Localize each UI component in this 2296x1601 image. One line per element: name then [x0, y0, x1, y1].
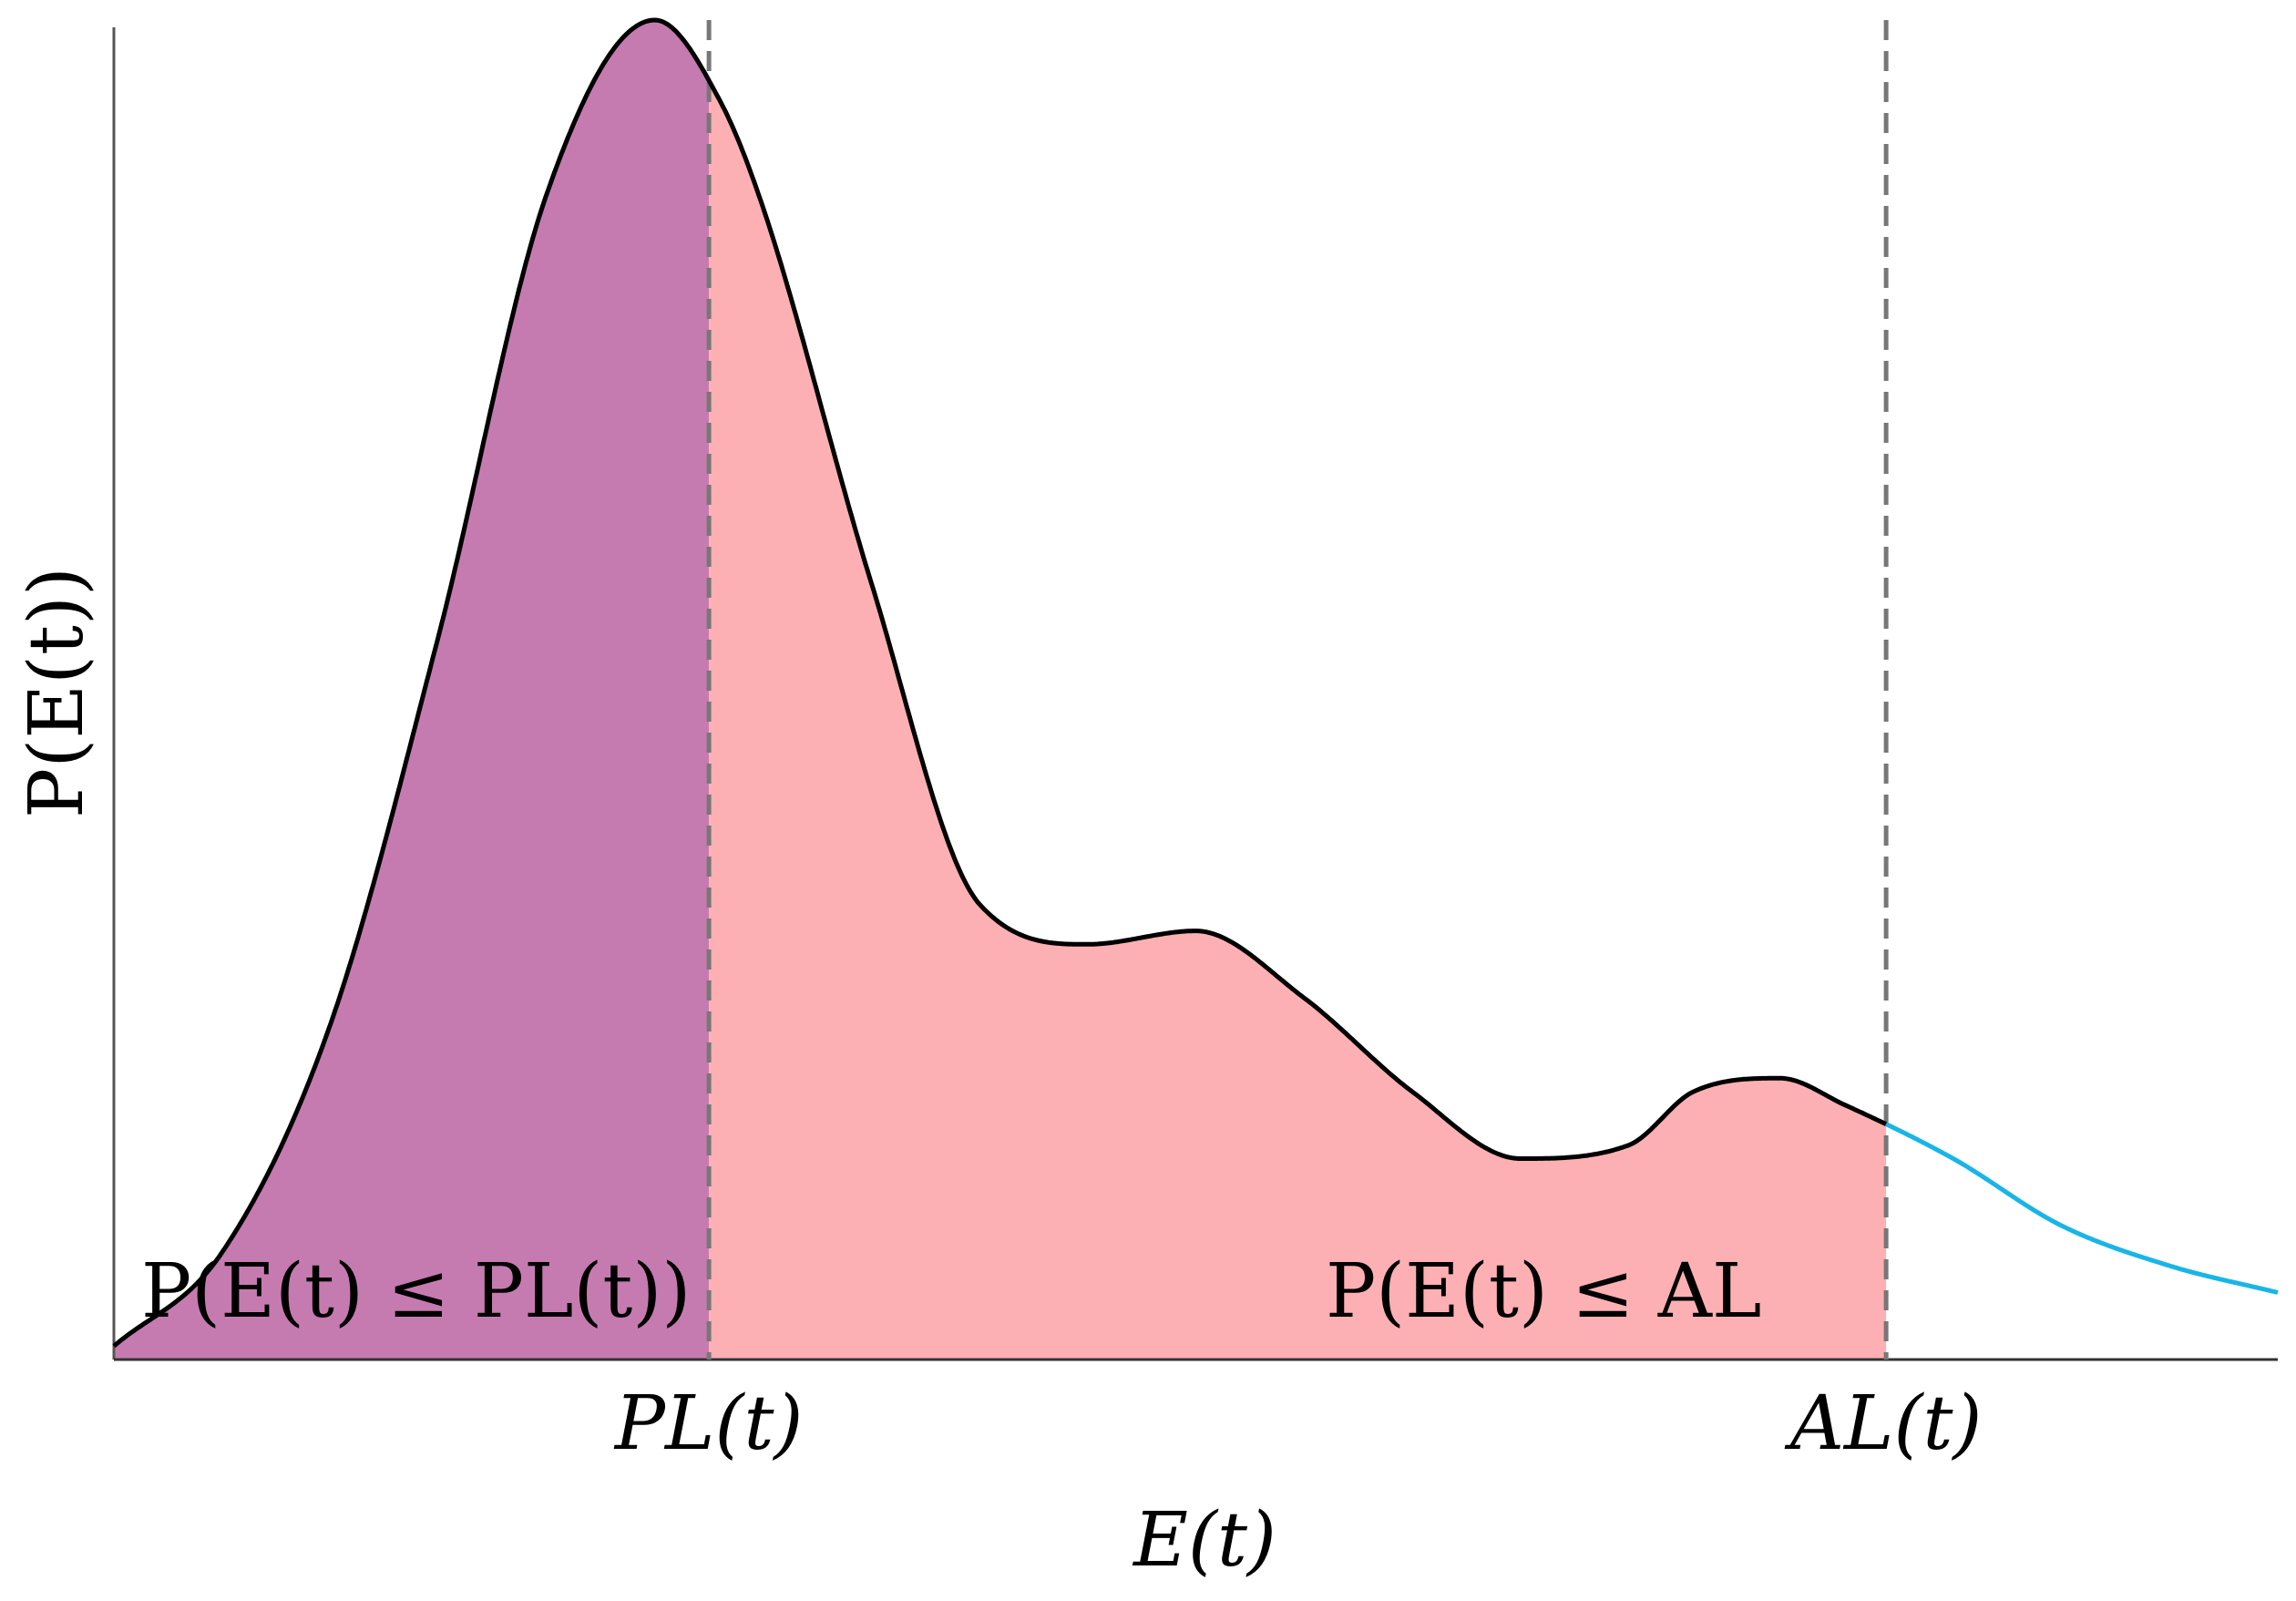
x-tick-label-pl: PL(t) [613, 1380, 804, 1467]
region-labels: P(E(t) ≤ PL(t)) P(E(t) ≤ AL [141, 1248, 1761, 1335]
density-tail-curve [1885, 1122, 2280, 1295]
y-axis-label: P(E(t)) [14, 567, 100, 818]
density-curve [112, 17, 1888, 1349]
x-tick-label-al: AL(t) [1784, 1380, 1983, 1467]
region-label-al: P(E(t) ≤ AL [1326, 1248, 1761, 1335]
axes [112, 27, 2278, 1361]
shaded-areas [114, 20, 1887, 1360]
vertical-lines [706, 20, 1889, 1360]
region-pl-to-al [709, 80, 1887, 1360]
region-label-pl: P(E(t) ≤ PL(t)) [141, 1248, 691, 1335]
x-tick-labels: PL(t) AL(t) [613, 1380, 1983, 1467]
density-curves [112, 17, 2280, 1349]
region-below-pl [114, 20, 710, 1360]
x-axis-label: E(t) [1132, 1497, 1276, 1584]
